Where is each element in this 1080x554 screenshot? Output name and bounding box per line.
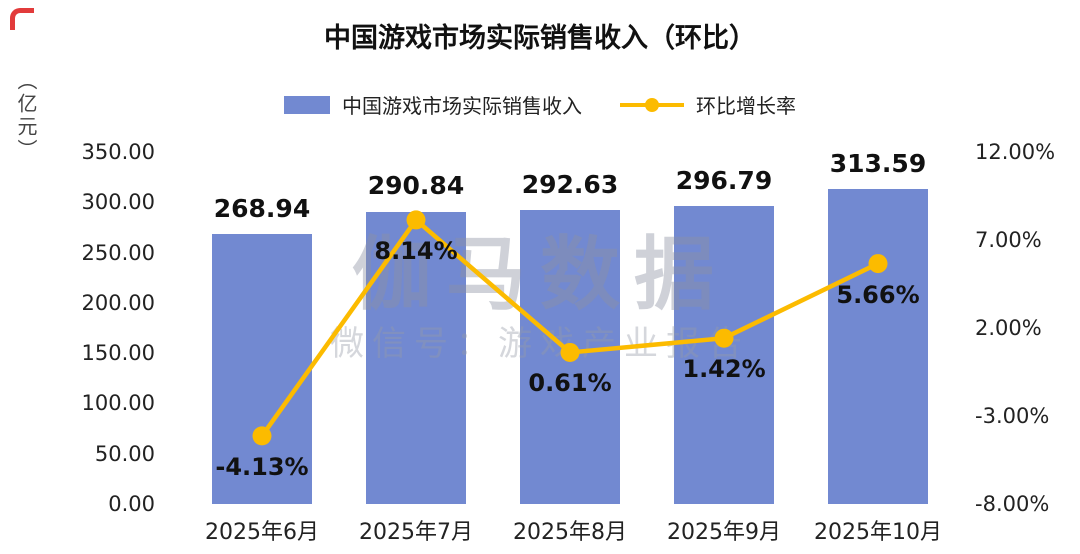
x-axis-category-label: 2025年7月 — [359, 520, 473, 545]
left-axis-tick: 150.00 — [81, 341, 155, 366]
left-axis-tick: 200.00 — [81, 290, 155, 315]
legend-item-growth: 环比增长率 — [620, 90, 796, 119]
left-axis-tick: 350.00 — [81, 140, 155, 164]
growth-point — [252, 426, 272, 446]
left-axis-tick: 300.00 — [81, 190, 155, 215]
x-axis-category-label: 2025年10月 — [814, 520, 942, 545]
left-axis-unit-label: （亿元） — [14, 70, 38, 162]
growth-point — [714, 328, 734, 348]
revenue-bar — [366, 211, 466, 504]
right-axis-tick: 2.00% — [975, 316, 1042, 340]
left-axis-ticks: 350.00 300.00 250.00 200.00 150.00 100.00 50.0… — [55, 140, 155, 516]
left-axis-tick: 250.00 — [81, 240, 155, 265]
growth-point — [868, 254, 888, 274]
growth-line — [260, 216, 879, 438]
legend-growth-label: 环比增长率 — [696, 94, 796, 118]
left-axis-tick: 100.00 — [81, 391, 155, 416]
revenue-bar — [674, 205, 774, 504]
red-corner-decoration-icon — [10, 8, 34, 30]
growth-point — [406, 210, 426, 230]
legend-line-dot — [645, 97, 659, 112]
legend-line-marker-icon — [620, 97, 684, 113]
revenue-bar — [212, 233, 312, 504]
right-axis-tick: -8.00% — [975, 492, 1050, 516]
x-axis-category-label: 2025年6月 — [205, 520, 319, 545]
revenue-bar — [828, 188, 928, 504]
legend-item-revenue: 中国游戏市场实际销售收入 — [284, 90, 582, 119]
legend-bar-swatch-icon — [284, 95, 330, 114]
plot-area — [185, 152, 955, 504]
legend: 中国游戏市场实际销售收入 环比增长率 — [0, 90, 1080, 119]
growth-line-layer — [252, 210, 888, 446]
right-axis-ticks: 12.00% 7.00% 2.00% -3.00% -8.00% — [975, 140, 1075, 516]
growth-point — [560, 342, 580, 362]
x-axis-category-label: 2025年9月 — [667, 520, 781, 545]
left-axis-tick: 0.00 — [108, 492, 155, 516]
x-axis-category-labels: 2025年6月 2025年7月 2025年8月 2025年9月 2025年10月 — [185, 514, 955, 546]
right-axis-tick: 12.00% — [975, 140, 1056, 164]
right-axis-tick: 7.00% — [975, 228, 1042, 252]
left-axis-tick: 50.00 — [94, 441, 155, 466]
right-axis-tick: -3.00% — [975, 404, 1050, 428]
chart-title: 中国游戏市场实际销售收入（环比） — [324, 23, 756, 54]
x-axis-category-label: 2025年8月 — [513, 520, 627, 545]
legend-revenue-label: 中国游戏市场实际销售收入 — [342, 94, 582, 118]
